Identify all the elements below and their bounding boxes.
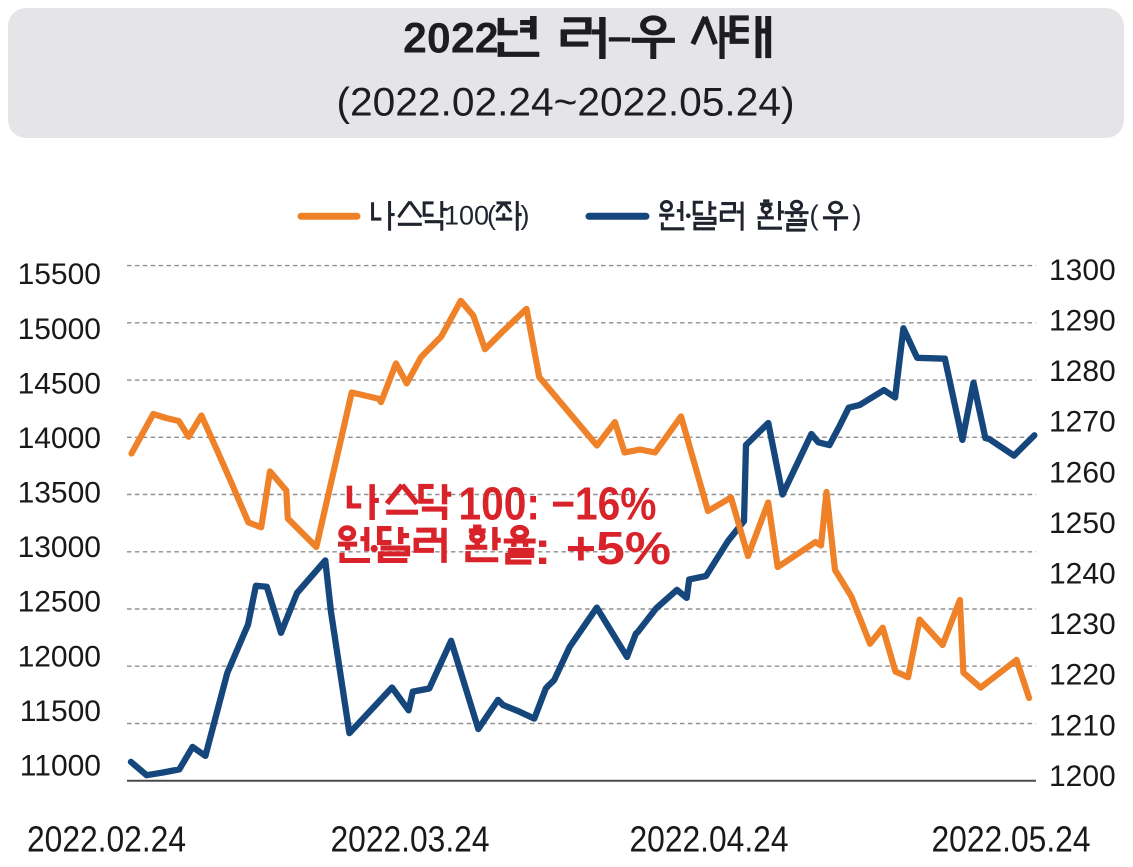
svg-text:1280: 1280 [1049, 355, 1116, 388]
svg-text:): ) [521, 200, 530, 230]
svg-text:11000: 11000 [20, 750, 101, 783]
svg-text:2022.03.24: 2022.03.24 [331, 819, 490, 860]
svg-text:2022: 2022 [403, 15, 499, 63]
svg-text:1220: 1220 [1049, 659, 1116, 692]
svg-text:100: 100 [444, 200, 489, 230]
svg-text:–: – [608, 13, 632, 61]
svg-text:14000: 14000 [18, 422, 101, 455]
svg-text:100: −16%: 100: −16% [459, 478, 657, 530]
svg-text:2022.05.24: 2022.05.24 [932, 819, 1091, 860]
svg-text:(: ( [487, 200, 496, 230]
svg-text:1210: 1210 [1049, 709, 1116, 742]
svg-text:1300: 1300 [1049, 254, 1116, 287]
svg-text:12000: 12000 [18, 640, 101, 673]
svg-text:(: ( [809, 199, 819, 230]
svg-text:15000: 15000 [18, 313, 101, 346]
svg-text:1270: 1270 [1049, 406, 1116, 439]
svg-text:13000: 13000 [18, 531, 101, 564]
svg-text:12500: 12500 [18, 586, 101, 619]
svg-text:(2022.02.24~2022.05.24): (2022.02.24~2022.05.24) [337, 81, 795, 125]
svg-text:11500: 11500 [20, 695, 101, 728]
svg-text:1260: 1260 [1049, 456, 1116, 489]
svg-text:15500: 15500 [18, 258, 101, 291]
svg-text:1290: 1290 [1049, 305, 1116, 338]
svg-text:1200: 1200 [1049, 760, 1116, 793]
svg-text:1250: 1250 [1049, 507, 1116, 540]
svg-text:2022.02.24: 2022.02.24 [27, 819, 186, 860]
svg-text:1240: 1240 [1049, 558, 1116, 591]
svg-text:2022.04.24: 2022.04.24 [630, 819, 789, 860]
svg-text:): ) [852, 199, 861, 230]
svg-text:14500: 14500 [18, 367, 101, 400]
svg-text:1230: 1230 [1049, 608, 1116, 641]
svg-text:13500: 13500 [18, 477, 101, 510]
svg-text:: +5%: : +5% [534, 522, 671, 574]
